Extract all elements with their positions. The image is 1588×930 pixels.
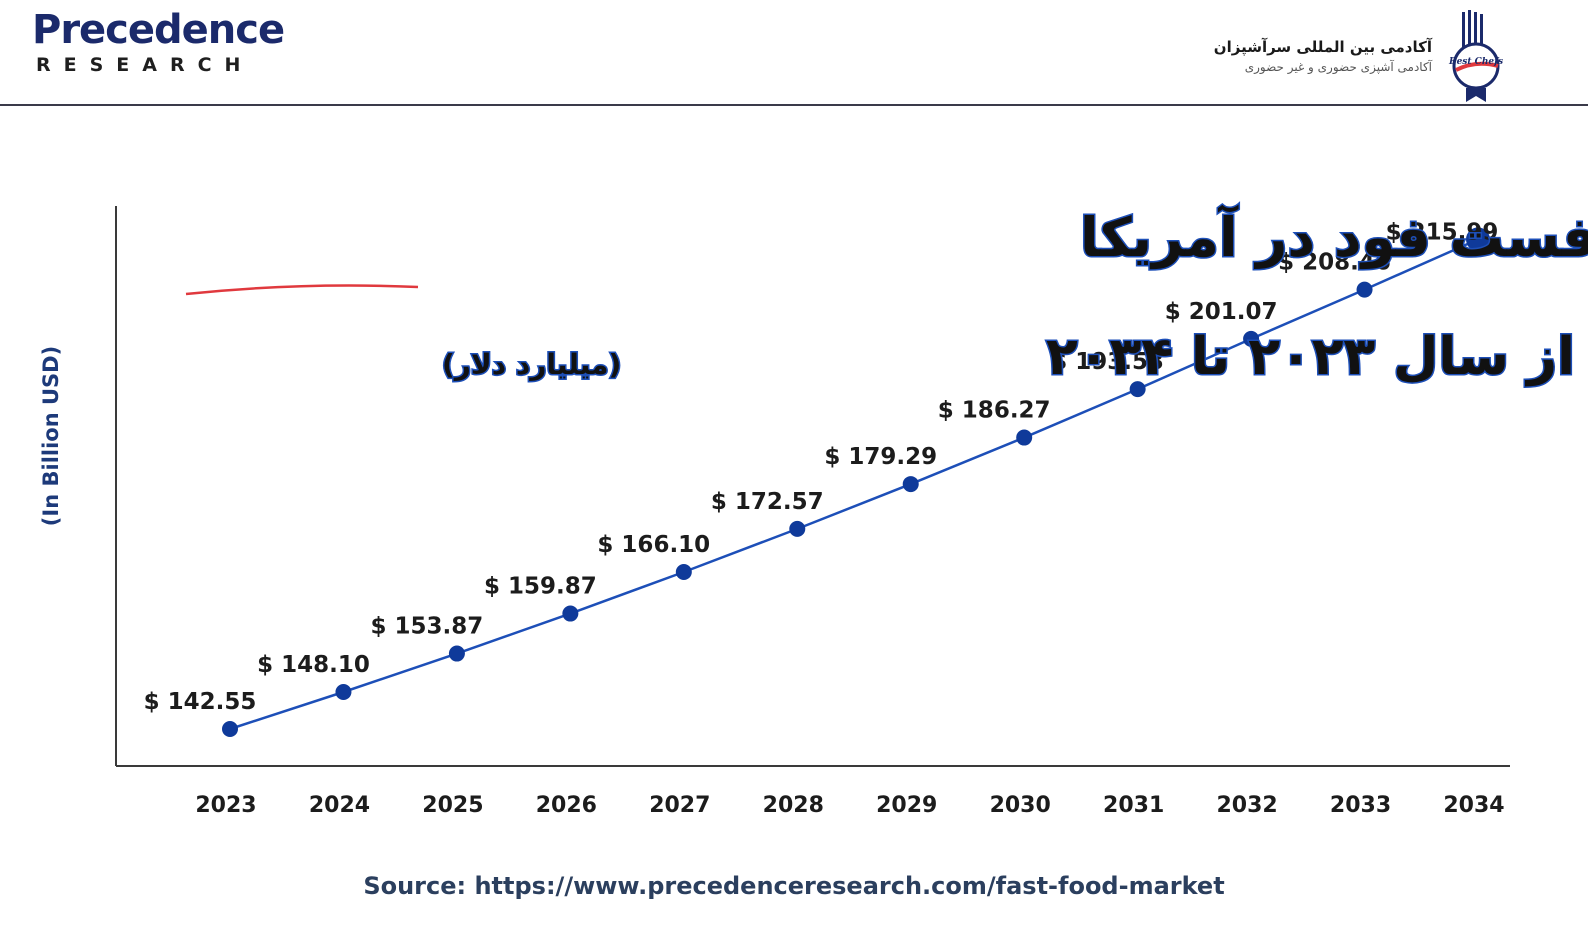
value-label-2033: $ 208.46 xyxy=(1278,250,1391,276)
x-tick-2033: 2033 xyxy=(1330,793,1391,818)
x-tick-2024: 2024 xyxy=(309,793,370,818)
x-tick-2026: 2026 xyxy=(536,793,597,818)
source-note: Source: https://www.precedenceresearch.c… xyxy=(363,872,1224,900)
data-point-2034 xyxy=(1466,227,1490,252)
academy-tagline: آکادمی آشپزی حضوری و غیر حضوری xyxy=(1244,60,1432,74)
data-point-2030 xyxy=(1016,429,1033,446)
precedence-logo: Precedence RESEARCH xyxy=(32,7,285,76)
chef-hat-logo-icon: Best Chefs xyxy=(1448,10,1503,102)
value-label-2027: $ 166.10 xyxy=(597,532,710,558)
academy-logo-block: آکادمی بین المللی سرآشپزان آکادمی آشپزی … xyxy=(1198,8,1528,102)
data-point-2026 xyxy=(562,605,579,622)
y-axis-label: (In Billion USD) xyxy=(39,346,63,526)
x-tick-2032: 2032 xyxy=(1216,793,1277,818)
value-label-2032: $ 201.07 xyxy=(1165,299,1278,325)
chart-title-unit: (میلیارد دلار) xyxy=(442,348,621,381)
chart-title-line1: رشد بازار فست فود در آمریکا xyxy=(1080,204,1588,269)
chart-area: $ 142.55 $ 148.10 $ 153.87 $ 159.87 $ 166.10… xyxy=(0,106,1588,930)
data-point-2028 xyxy=(789,520,806,537)
academy-name: آکادمی بین المللی سرآشپزان xyxy=(1213,38,1432,56)
x-tick-2031: 2031 xyxy=(1103,793,1164,818)
series-path xyxy=(229,238,1479,731)
value-label-2028: $ 172.57 xyxy=(711,489,824,515)
value-label-2034: $ 215.99 xyxy=(1386,219,1499,245)
x-tick-2027: 2027 xyxy=(649,793,710,818)
x-tick-2030: 2030 xyxy=(990,793,1051,818)
title-underline xyxy=(185,284,419,296)
data-point-2029 xyxy=(902,476,919,493)
value-label-2023: $ 142.55 xyxy=(144,689,257,715)
x-tick-2023: 2023 xyxy=(195,793,256,818)
series-line xyxy=(222,227,1490,737)
brand-sub: RESEARCH xyxy=(36,54,254,76)
data-point-2031 xyxy=(1129,381,1146,398)
header-bar: Precedence RESEARCH آکادمی بین المللی سر… xyxy=(0,0,1588,106)
data-point-2027 xyxy=(675,564,692,580)
brand-name: Precedence xyxy=(32,7,285,53)
value-label-2030: $ 186.27 xyxy=(938,398,1051,424)
line-chart: $ 142.55$ 148.10$ 153.87$ 159.87$ 166.10… xyxy=(39,203,1588,901)
axes xyxy=(115,206,1510,767)
chart-title-line2: از سال ۲۰۲۳ تا ۲۰۳۴ xyxy=(1046,327,1575,387)
value-label-2031: $ 193.53 xyxy=(1051,349,1164,375)
data-point-2033 xyxy=(1356,281,1373,298)
academy-logo-text: Best Chefs xyxy=(1448,57,1503,67)
x-tick-2028: 2028 xyxy=(763,793,824,818)
value-labels: $ 142.55$ 148.10$ 153.87$ 159.87$ 166.10… xyxy=(144,219,1499,715)
data-point-2025 xyxy=(448,645,465,662)
x-tick-2025: 2025 xyxy=(422,793,483,818)
x-tick-2029: 2029 xyxy=(876,793,937,818)
x-tick-labels: 2023 2024 2025 2026 2027 2028 2029 2030 2031 2032… xyxy=(195,793,1504,818)
value-label-2026: $ 159.87 xyxy=(484,574,597,600)
data-point-2024 xyxy=(335,684,352,700)
data-point-2032 xyxy=(1243,330,1260,347)
value-label-2024: $ 148.10 xyxy=(257,652,370,678)
value-label-2025: $ 153.87 xyxy=(371,614,484,640)
x-tick-2034: 2034 xyxy=(1443,793,1504,818)
data-point-2023 xyxy=(222,721,238,737)
value-label-2029: $ 179.29 xyxy=(824,444,937,470)
